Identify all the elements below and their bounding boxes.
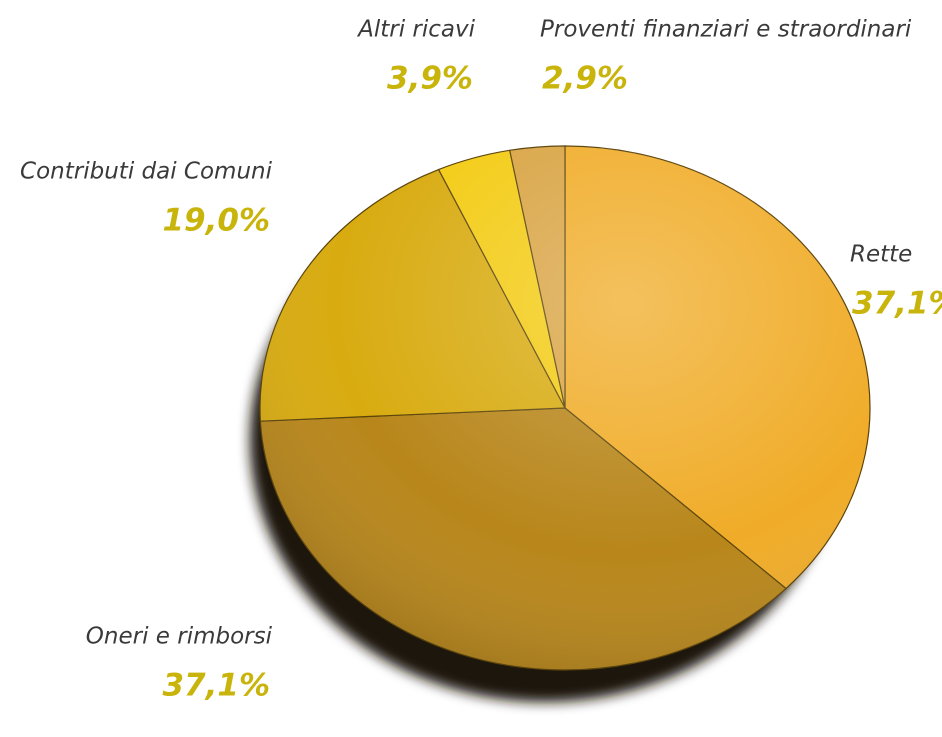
slice-value: 37,1%: [162, 668, 270, 704]
pie: [259, 145, 871, 671]
slice-label: Contributi dai Comuni: [20, 159, 273, 185]
slice-label: Proventi finanziari e straordinari: [540, 17, 912, 43]
slice-value: 37,1%: [852, 286, 942, 322]
labels: Rette 37,1% Oneri e rimborsi 37,1% Contribut…: [20, 17, 942, 704]
slice-label: Oneri e rimborsi: [86, 624, 273, 650]
slice-value: 3,9%: [387, 61, 473, 97]
slice-value: 2,9%: [542, 61, 628, 97]
slice-label: Altri ricavi: [356, 17, 475, 43]
slice-label: Rette: [850, 242, 912, 268]
slice-value: 19,0%: [162, 203, 270, 239]
